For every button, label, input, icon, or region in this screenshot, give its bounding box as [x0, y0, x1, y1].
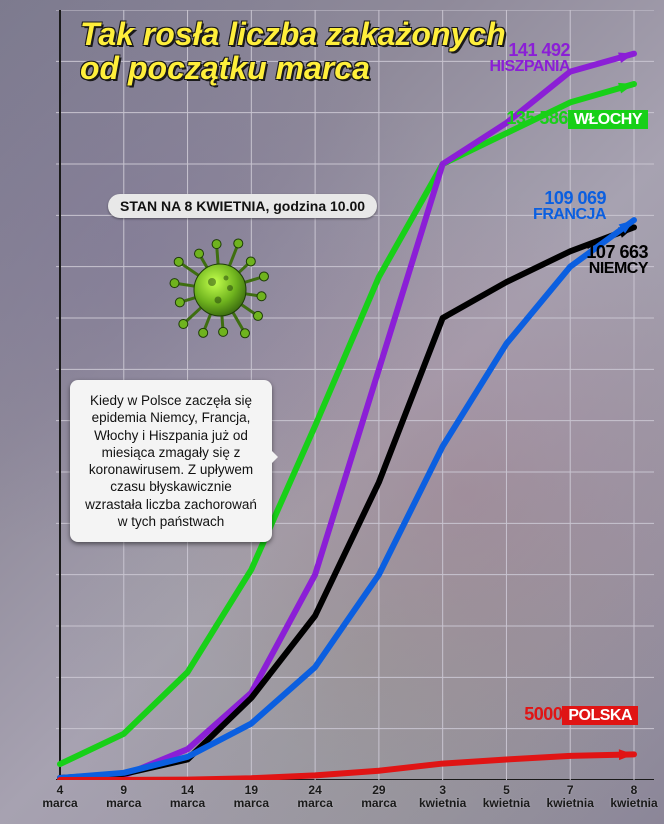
x-tick-label: 5kwietnia — [474, 784, 538, 809]
x-tick-label: 3kwietnia — [411, 784, 475, 809]
x-tick-label: 7kwietnia — [538, 784, 602, 809]
end-label-francja: 109 069FRANCJA — [456, 190, 606, 222]
end-label-wlochy: 135 586WŁOCHY — [498, 108, 648, 129]
x-tick-label: 24marca — [283, 784, 347, 809]
status-pill: STAN NA 8 KWIETNIA, godzina 10.00 — [108, 194, 377, 218]
x-tick-label: 9marca — [92, 784, 156, 809]
end-label-hiszpania: 141 492HISZPANIA — [420, 42, 570, 74]
x-tick-label: 14marca — [156, 784, 220, 809]
infographic-card: 010 00020 00030 00040 00050 00060 00070 … — [0, 0, 664, 824]
end-label-polska: 5000POLSKA — [488, 704, 638, 725]
x-tick-label: 4marca — [28, 784, 92, 809]
callout-box: Kiedy w Polsce zaczęła się epidemia Niem… — [70, 380, 272, 542]
x-tick-label: 29marca — [347, 784, 411, 809]
end-label-niemcy: 107 663NIEMCY — [498, 244, 648, 276]
virus-icon — [160, 230, 280, 350]
x-tick-label: 8kwietnia — [602, 784, 664, 809]
x-tick-label: 19marca — [219, 784, 283, 809]
